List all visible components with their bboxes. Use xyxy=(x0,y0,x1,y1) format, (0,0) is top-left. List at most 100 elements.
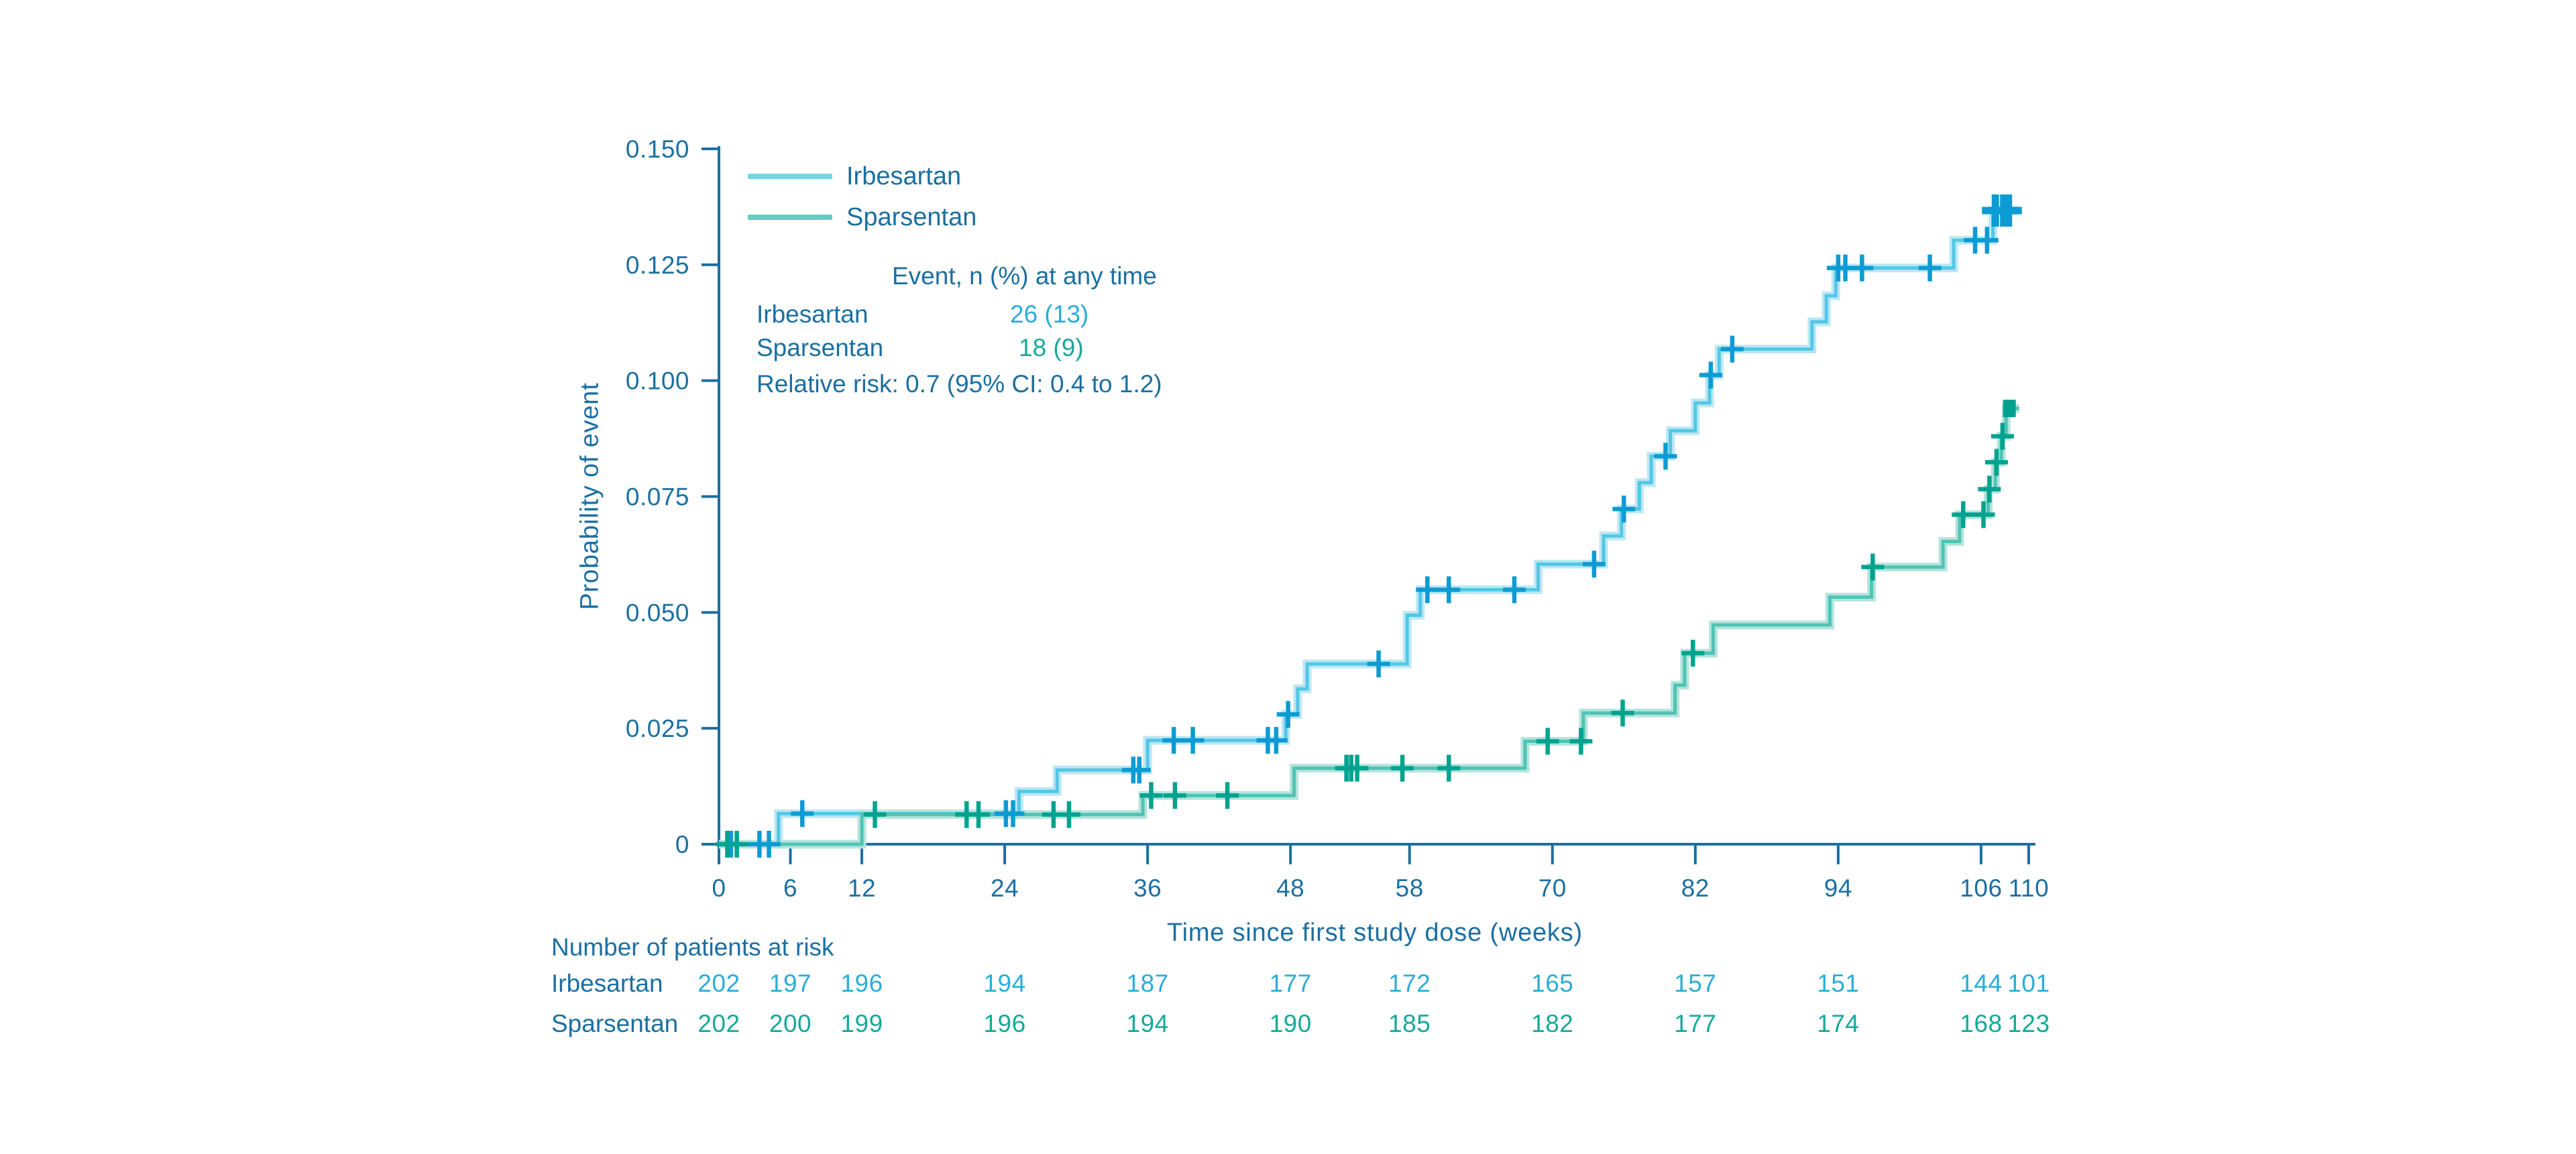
risk-row-label-irbesartan: Irbesartan xyxy=(551,970,663,997)
y-tick-label: 0.100 xyxy=(626,367,689,395)
sparsentan-censor-mark xyxy=(1345,754,1369,782)
irbesartan-censor-mark xyxy=(1918,254,1942,282)
risk-value-sparsentan-w58: 185 xyxy=(1388,1010,1431,1037)
legend-label-sparsentan: Sparsentan xyxy=(846,203,977,231)
risk-value-irbesartan-w0: 202 xyxy=(697,970,740,997)
sparsentan-censor-mark xyxy=(967,801,991,828)
risk-value-irbesartan-w106: 144 xyxy=(1960,970,2003,997)
irbesartan-censor-mark xyxy=(1850,254,1874,282)
sparsentan-censor-mark xyxy=(1216,782,1239,809)
relative-risk-text: Relative risk: 0.7 (95% CI: 0.4 to 1.2) xyxy=(757,370,1162,398)
irbesartan-legend-line-icon xyxy=(748,174,832,179)
x-tick-label: 58 xyxy=(1396,874,1424,902)
y-tick-label: 0 xyxy=(675,831,689,858)
risk-value-irbesartan-w24: 194 xyxy=(983,970,1026,997)
sparsentan-censor-mark xyxy=(1437,754,1461,782)
risk-value-sparsentan-w110: 123 xyxy=(2007,1010,2050,1037)
sparsentan-censor-mark xyxy=(1985,449,2008,476)
annotation-row-value-irbesartan: 26 (13) xyxy=(1010,300,1089,328)
y-tick-label: 0.075 xyxy=(626,483,689,511)
irbesartan-censor-mark xyxy=(1502,576,1526,603)
sparsentan-legend-line-icon xyxy=(748,215,832,220)
risk-value-irbesartan-w12: 196 xyxy=(840,970,883,997)
sparsentan-censor-mark xyxy=(1057,801,1080,828)
irbesartan-censor-mark xyxy=(1127,756,1151,784)
risk-value-sparsentan-w12: 199 xyxy=(840,1010,883,1037)
risk-value-irbesartan-w36: 187 xyxy=(1126,970,1169,997)
risk-value-irbesartan-w58: 172 xyxy=(1388,970,1431,997)
y-tick-label: 0.150 xyxy=(626,135,689,163)
irbesartan-censor-mark xyxy=(791,800,814,827)
irbesartan-censor-mark xyxy=(1264,727,1288,754)
sparsentan-censor-mark xyxy=(1978,475,2001,503)
irbesartan-censor-mark xyxy=(1276,701,1300,728)
x-tick-label: 24 xyxy=(991,874,1019,902)
x-tick-label: 82 xyxy=(1681,874,1710,902)
annotation-row-value-sparsentan: 18 (9) xyxy=(1019,334,1084,361)
irbesartan-censor-mark xyxy=(1367,650,1390,678)
event-annotation-header: Event, n (%) at any time xyxy=(892,262,1157,290)
annotation-row-label-sparsentan: Sparsentan xyxy=(757,334,884,361)
risk-value-sparsentan-w48: 190 xyxy=(1269,1010,1312,1037)
sparsentan-censor-mark xyxy=(1952,501,1975,528)
x-tick-label: 106 xyxy=(1960,874,2002,902)
risk-value-sparsentan-w94: 174 xyxy=(1817,1010,1860,1037)
risk-value-irbesartan-w110: 101 xyxy=(2007,970,2050,997)
y-tick-label: 0.050 xyxy=(626,599,689,626)
x-tick-label: 0 xyxy=(712,874,726,902)
legend-label-irbesartan: Irbesartan xyxy=(846,162,962,190)
y-tick-label: 0.125 xyxy=(626,251,689,279)
y-tick-label: 0.025 xyxy=(626,715,689,742)
irbesartan-censor-mark xyxy=(1612,496,1636,523)
risk-value-sparsentan-w36: 194 xyxy=(1126,1010,1169,1037)
x-tick-label: 36 xyxy=(1133,874,1162,902)
x-axis-title: Time since first study dose (weeks) xyxy=(1167,919,1583,947)
irbesartan-censor-mark xyxy=(1181,727,1205,754)
x-tick-label: 94 xyxy=(1824,874,1852,902)
annotation-row-label-irbesartan: Irbesartan xyxy=(757,300,869,328)
risk-value-sparsentan-w106: 168 xyxy=(1960,1010,2003,1037)
sparsentan-censor-mark xyxy=(1991,422,2014,450)
sparsentan-censor-mark xyxy=(1139,782,1163,809)
risk-table-title: Number of patients at risk xyxy=(551,933,834,961)
sparsentan-censor-mark xyxy=(1163,782,1186,809)
x-tick-label: 6 xyxy=(783,874,797,902)
sparsentan-censor-mark xyxy=(725,831,748,858)
risk-value-irbesartan-w6: 197 xyxy=(769,970,812,997)
risk-value-irbesartan-w94: 151 xyxy=(1817,970,1860,997)
irbesartan-censor-mark xyxy=(1416,576,1439,603)
risk-value-sparsentan-w6: 200 xyxy=(769,1010,812,1037)
sparsentan-censor-mark xyxy=(1569,728,1593,755)
risk-value-irbesartan-w70: 165 xyxy=(1531,970,1574,997)
risk-value-sparsentan-w24: 196 xyxy=(983,1010,1026,1037)
risk-value-sparsentan-w70: 182 xyxy=(1531,1010,1574,1037)
x-tick-label: 110 xyxy=(2009,874,2050,902)
sparsentan-end-square-marker xyxy=(2003,400,2016,418)
risk-row-label-sparsentan: Sparsentan xyxy=(551,1010,679,1037)
irbesartan-censor-mark xyxy=(1975,227,1999,254)
risk-value-sparsentan-w0: 202 xyxy=(697,1010,740,1037)
irbesartan-curve-halo xyxy=(719,206,2018,849)
x-tick-label: 70 xyxy=(1538,874,1567,902)
irbesartan-censor-mark xyxy=(1699,361,1722,389)
x-tick-label: 12 xyxy=(848,874,876,902)
irbesartan-censor-mark xyxy=(1720,335,1744,363)
irbesartan-censor-mark xyxy=(1001,800,1025,827)
sparsentan-curve xyxy=(719,406,2019,846)
irbesartan-censor-mark xyxy=(1162,727,1186,754)
sparsentan-censor-mark xyxy=(1972,501,1995,528)
sparsentan-censor-mark xyxy=(1391,754,1414,782)
sparsentan-censor-mark xyxy=(1536,728,1559,755)
risk-value-sparsentan-w82: 177 xyxy=(1674,1010,1717,1037)
sparsentan-censor-mark xyxy=(1861,553,1885,581)
risk-value-irbesartan-w82: 157 xyxy=(1674,970,1717,997)
sparsentan-censor-mark xyxy=(1611,699,1634,727)
risk-value-irbesartan-w48: 177 xyxy=(1269,970,1312,997)
sparsentan-censor-mark xyxy=(1681,640,1705,667)
y-axis-title: Probability of event xyxy=(575,382,604,610)
irbesartan-censor-mark xyxy=(1437,576,1461,603)
irbesartan-censor-mark xyxy=(757,831,781,858)
irbesartan-censor-mark-bold xyxy=(1995,194,2022,227)
